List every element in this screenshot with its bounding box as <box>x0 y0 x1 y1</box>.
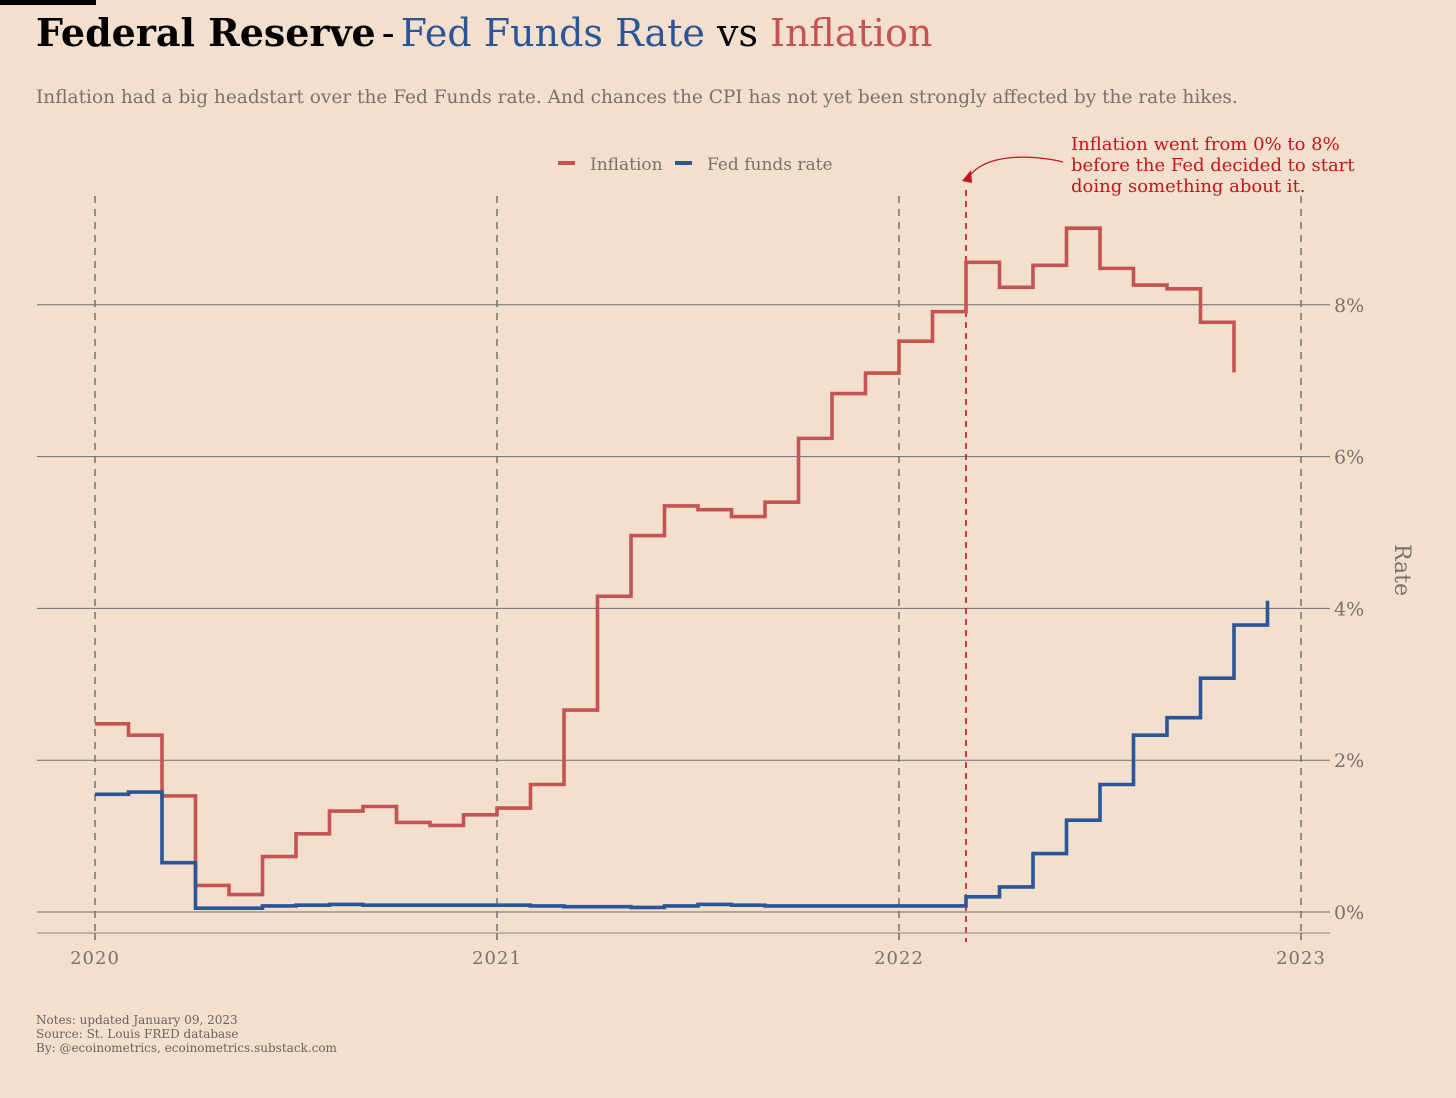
annotation-line: doing something about it. <box>1071 176 1306 197</box>
inflation-line <box>95 226 1236 897</box>
y-tick-label: 6% <box>1334 447 1364 469</box>
grid-layer <box>37 196 1330 940</box>
y-tick-label: 4% <box>1334 598 1364 620</box>
title-dash: - <box>381 11 395 55</box>
title-inflation: Inflation <box>770 11 933 55</box>
title-vs: vs <box>716 11 758 55</box>
y-tick-label: 8% <box>1334 295 1364 317</box>
x-tick-label: 2021 <box>472 948 522 969</box>
y-axis-title: Rate <box>1389 544 1414 596</box>
footer-notes: Notes: updated January 09, 2023 Source: … <box>36 1013 337 1055</box>
x-tick-label: 2023 <box>1276 948 1326 969</box>
title-fed-funds: Fed Funds Rate <box>400 11 705 55</box>
legend-label: Inflation <box>590 155 663 175</box>
title-main: Federal Reserve <box>36 10 376 55</box>
x-tick-label: 2020 <box>70 948 120 969</box>
notes-updated: Notes: updated January 09, 2023 <box>36 1013 238 1027</box>
annotation-line: Inflation went from 0% to 8% <box>1071 134 1340 155</box>
annotation-arrowhead <box>962 170 972 183</box>
annotation: Inflation went from 0% to 8%before the F… <box>962 134 1355 197</box>
axis-layer: 0% 2% 4% 6% 8% 2020 2021 2022 2023 Rate <box>37 295 1414 969</box>
top-accent-bar <box>0 0 96 5</box>
y-tick-label: 2% <box>1334 750 1364 772</box>
annotation-arrow <box>967 156 1064 179</box>
chart-subtitle: Inflation had a big headstart over the F… <box>36 87 1238 108</box>
notes-source: Source: St. Louis FRED database <box>36 1027 239 1041</box>
notes-by: By: @ecoinometrics, ecoinometrics.substa… <box>36 1041 337 1055</box>
x-tick-label: 2022 <box>874 948 924 969</box>
legend: Inflation Fed funds rate <box>558 155 833 175</box>
annotation-line: before the Fed decided to start <box>1071 155 1355 176</box>
fed-funds-rate-line <box>95 600 1270 911</box>
legend-label: Fed funds rate <box>707 155 833 175</box>
series-layer <box>95 226 1270 911</box>
y-tick-label: 0% <box>1334 902 1364 924</box>
chart-title: Federal Reserve - Fed Funds Rate vs Inflat… <box>36 10 932 55</box>
